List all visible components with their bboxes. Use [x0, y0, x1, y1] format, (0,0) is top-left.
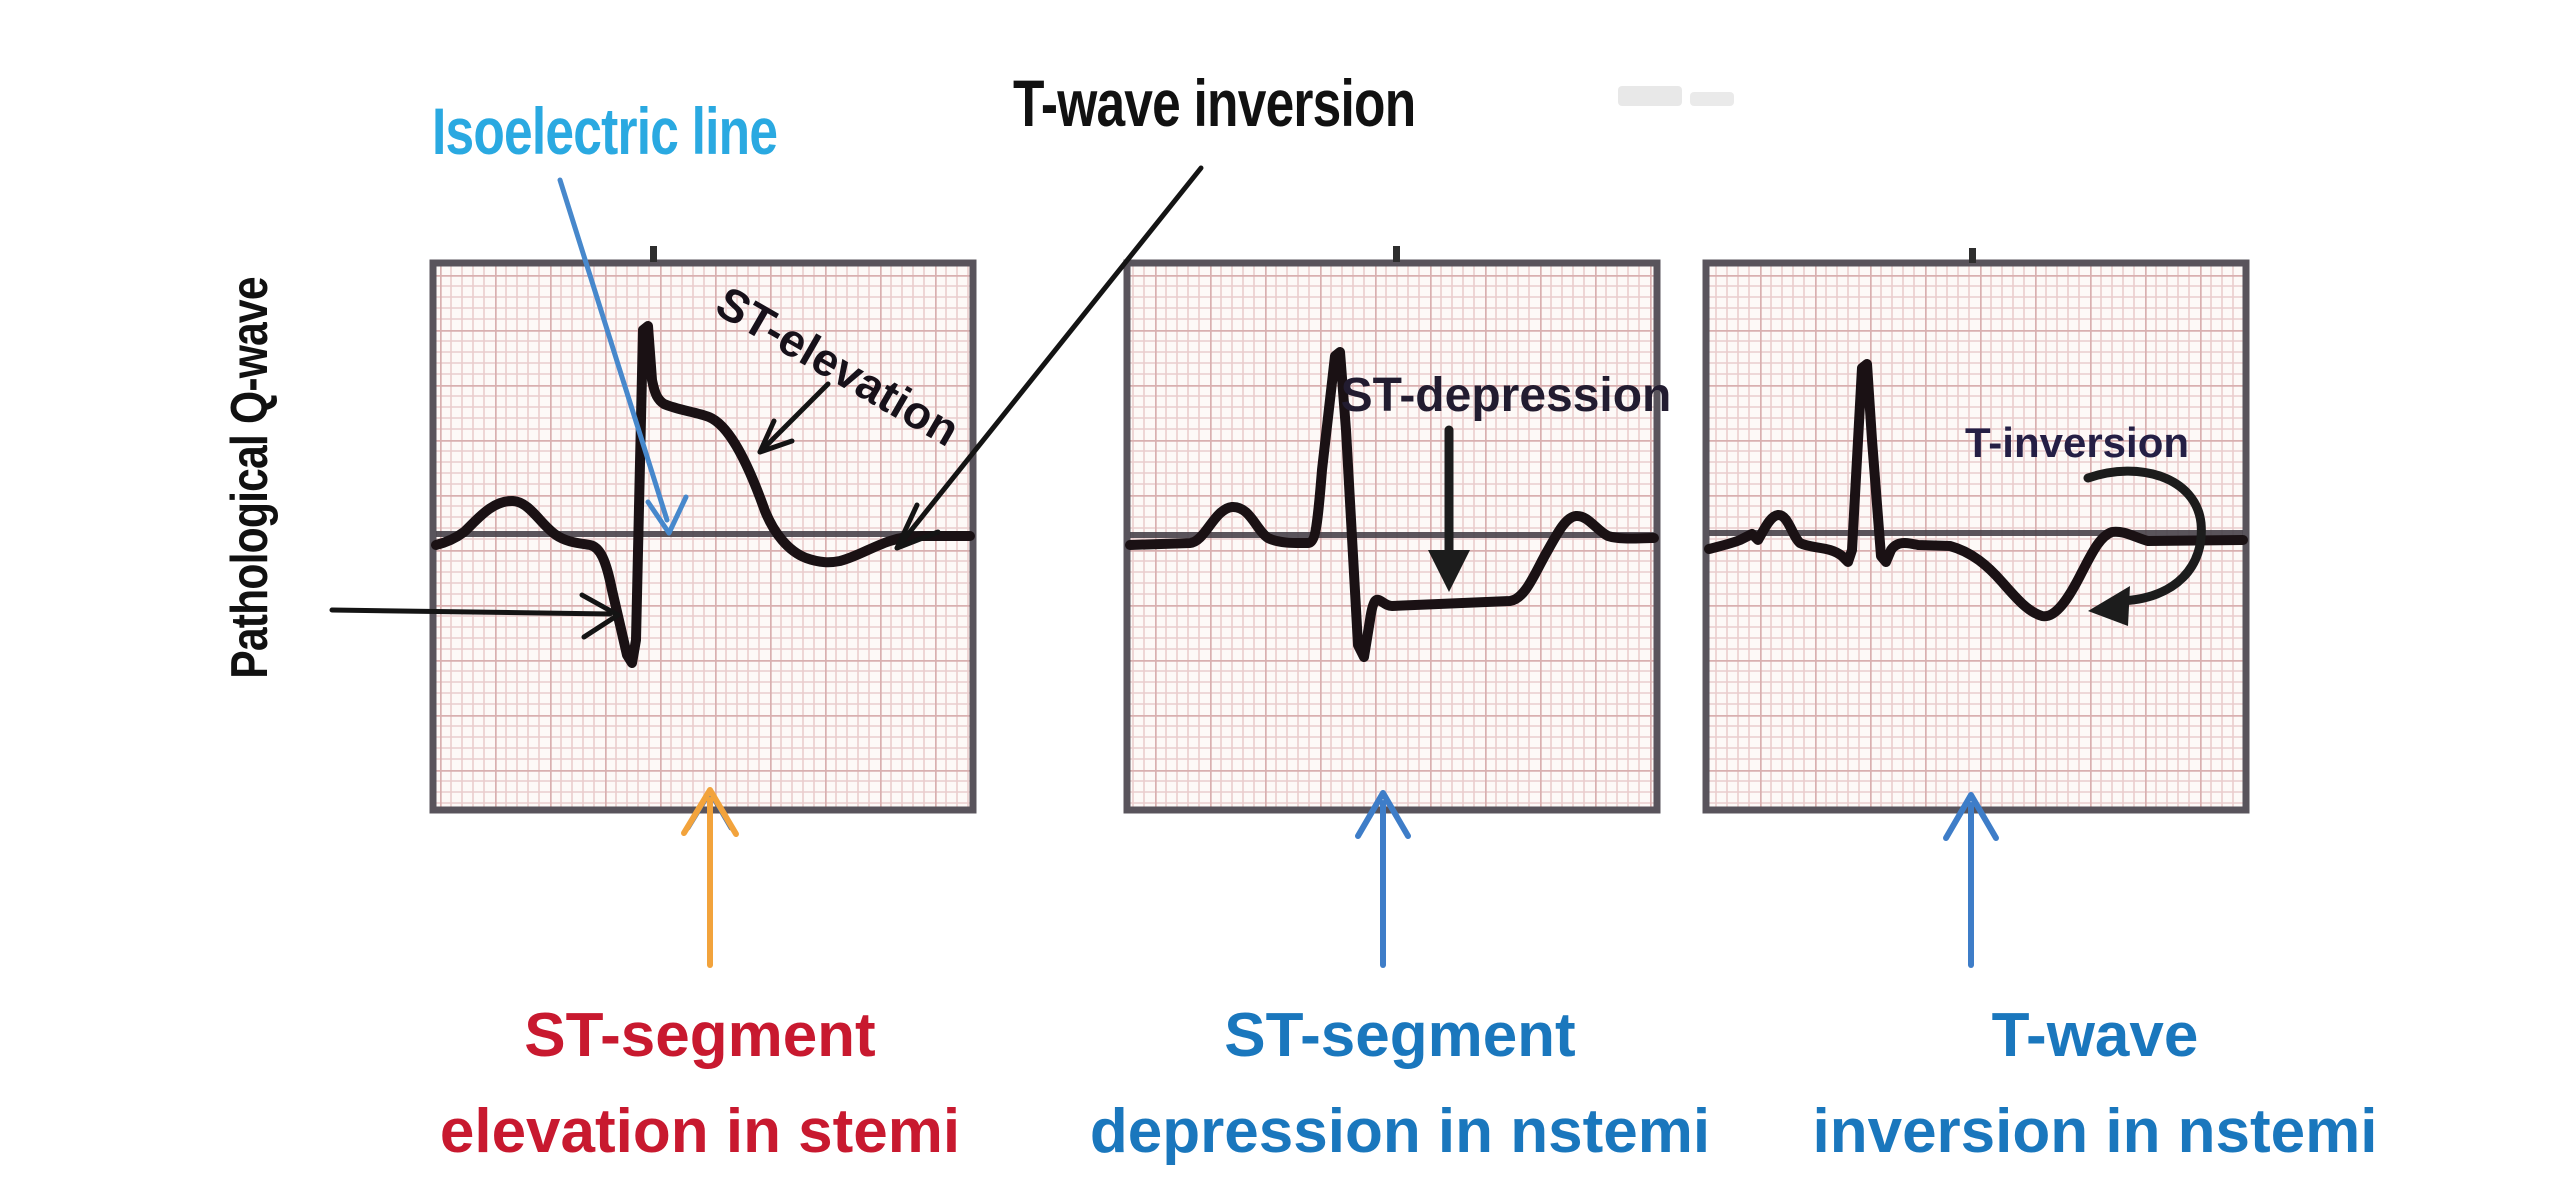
st-depression-inner-label: ST-depression	[1340, 369, 1672, 422]
nstemi-t-inversion-caption-arrow	[1943, 792, 1999, 968]
isoelectric-line-label: Isoelectric line	[432, 94, 778, 168]
caption-nstemi-t-inversion-line1: T-wave	[1991, 1001, 2199, 1070]
pathological-q-wave-pointer-arrow	[329, 592, 621, 640]
ecg-trace-nstemi-depression	[1125, 347, 1659, 662]
st-depression-arrow	[1428, 425, 1470, 592]
pathological-q-wave-label: Pathological Q-wave	[221, 277, 279, 679]
isoelectric-pointer-arrow	[557, 177, 689, 536]
panel-top-tick-2	[1393, 246, 1400, 262]
stemi-caption-arrow	[681, 787, 739, 968]
ecg-panel-nstemi-depression	[1123, 246, 1661, 814]
caption-nstemi-depression-line2: depression in nstemi	[1089, 1097, 1711, 1166]
caption-stemi-line2: elevation in stemi	[439, 1097, 961, 1166]
ecg-trace-nstemi-t-inversion	[1704, 359, 2248, 622]
caption-nstemi-depression-line1: ST-segment	[1224, 1001, 1576, 1070]
caption-stemi-line1: ST-segment	[524, 1001, 876, 1070]
faint-smudge-artifacts	[1618, 86, 1734, 106]
caption-stemi: ST-segment elevation in stemi	[350, 988, 1050, 1180]
t-wave-inversion-label: T-wave inversion	[1013, 66, 1416, 140]
caption-nstemi-depression: ST-segment depression in nstemi	[1050, 988, 1750, 1180]
panel-top-tick-3	[1969, 248, 1976, 263]
caption-nstemi-t-inversion: T-wave inversion in nstemi	[1745, 988, 2445, 1180]
panel-top-tick-1	[650, 246, 657, 262]
t-inversion-inner-label: T-inversion	[1964, 419, 2190, 466]
caption-nstemi-t-inversion-line2: inversion in nstemi	[1812, 1097, 2378, 1166]
st-elevation-pointer-arrow	[757, 381, 831, 455]
t-inversion-curved-arrow	[2083, 466, 2206, 626]
ecg-trace-stemi	[431, 321, 975, 668]
t-wave-inversion-pointer-arrow	[894, 165, 1204, 551]
ecg-panel-nstemi-t-inversion	[1702, 248, 2250, 814]
nstemi-depression-caption-arrow	[1355, 790, 1411, 968]
ecg-panel-stemi	[429, 246, 977, 814]
